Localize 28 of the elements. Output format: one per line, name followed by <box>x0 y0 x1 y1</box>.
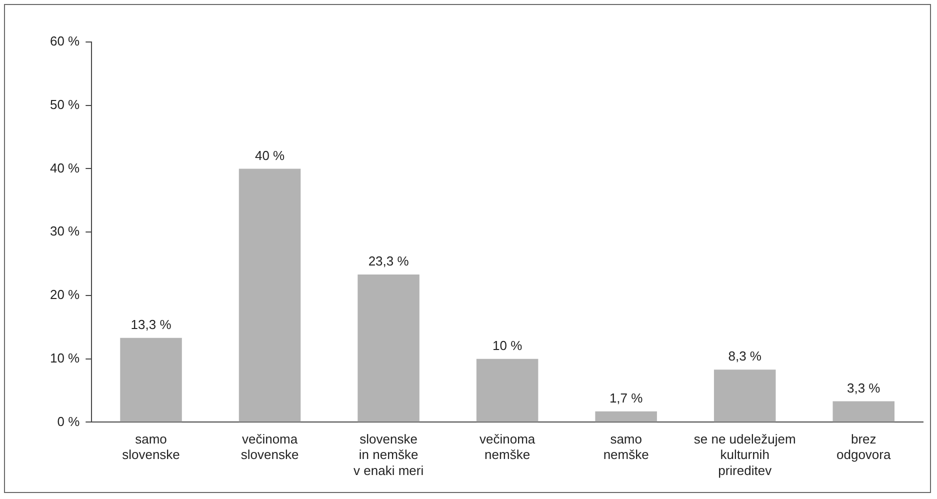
y-tick-label: 30 % <box>50 224 80 239</box>
y-tick-label: 20 % <box>50 287 80 302</box>
data-label: 1,7 % <box>609 390 644 406</box>
bar <box>238 168 301 422</box>
x-tick-label: slovenske in nemške v enaki meri <box>354 432 424 478</box>
data-label: 10 % <box>492 338 523 353</box>
y-tick-label: 10 % <box>50 350 80 366</box>
data-label: 23,3 % <box>368 254 410 269</box>
bar <box>120 338 182 422</box>
x-tick-label: samo slovenske <box>122 432 180 462</box>
y-tick-label: 0 % <box>57 414 80 429</box>
y-tick-label: 50 % <box>50 96 80 112</box>
x-tick-label: večinoma slovenske <box>240 432 299 462</box>
bar <box>476 358 538 422</box>
x-tick-label: večinoma nemške <box>479 432 536 462</box>
bar <box>714 370 776 422</box>
x-tick-label: samo nemške <box>603 432 649 462</box>
data-label: 40 % <box>254 148 286 163</box>
bar <box>358 274 420 422</box>
bar <box>595 411 657 422</box>
x-tick-label: se ne udeležujem kulturnih prireditev <box>694 432 796 478</box>
data-label: 13,3 % <box>130 317 172 332</box>
x-tick-label: brez odgovora <box>836 432 892 462</box>
y-tick-label: 60 % <box>50 34 80 49</box>
y-tick-label: 40 % <box>50 160 80 176</box>
data-label: 3,3 % <box>846 380 881 396</box>
data-label: 8,3 % <box>728 348 762 364</box>
bar <box>832 401 894 422</box>
